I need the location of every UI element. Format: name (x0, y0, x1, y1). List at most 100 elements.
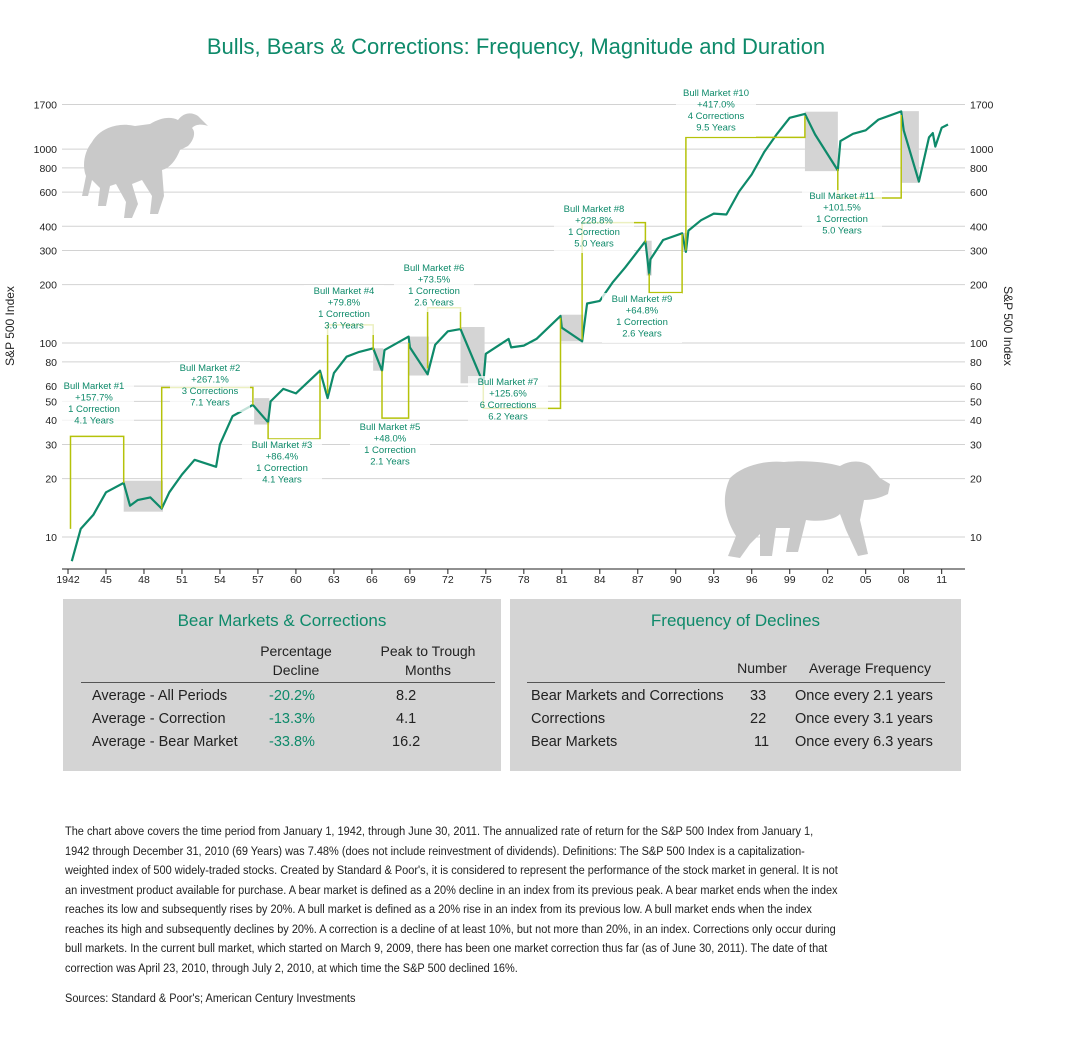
bear-market-shade (408, 336, 429, 376)
annotation-line: +125.6% (489, 389, 527, 400)
annotation-line: +228.8% (575, 216, 613, 227)
bear-silhouette-icon (724, 461, 890, 558)
row-number: 22 (750, 711, 767, 727)
x-tick-label: 69 (404, 574, 416, 586)
bear-panel-title: Bear Markets & Corrections (177, 611, 387, 630)
annotation-line: 7.1 Years (190, 398, 230, 409)
row-frequency: Once every 3.1 years (795, 711, 933, 727)
annotation-line: +64.8% (626, 306, 659, 317)
x-tick-label: 84 (594, 574, 606, 586)
y-tick-label-left: 1700 (34, 99, 58, 111)
footnote: The chart above covers the time period f… (65, 824, 838, 975)
x-tick-label: 81 (556, 574, 568, 586)
annotation-line: +86.4% (266, 452, 299, 463)
row-number: 11 (754, 734, 770, 750)
x-tick-label: 72 (442, 574, 454, 586)
bull-market-bracket (267, 373, 321, 440)
annotation-line: +417.0% (697, 100, 735, 111)
x-tick-label: 11 (936, 574, 947, 586)
row-label: Average - All Periods (92, 688, 228, 704)
annotation-line: 1 Correction (408, 286, 460, 297)
annotation-line: Bull Market #6 (404, 263, 465, 274)
y-axis-label-left: S&P 500 Index (3, 286, 17, 366)
x-tick-label: 90 (670, 574, 682, 586)
bear-market-shade (646, 240, 652, 276)
chart-title: Bulls, Bears & Corrections: Frequency, M… (206, 34, 826, 59)
x-tick-label: 05 (860, 574, 872, 586)
bear-panel-rule (81, 682, 495, 683)
annotation-line: 4 Corrections (688, 111, 745, 122)
y-axis-ticks: 10 10 20 20 30 30 40 40 50 50 60 60 80 80 100 100 200 200… (34, 99, 994, 544)
x-tick-label: 78 (518, 574, 530, 586)
sp500-line (70, 110, 949, 562)
annotation-line: 1 Correction (568, 227, 620, 238)
bear-market-shade (123, 480, 163, 512)
y-tick-label-right: 200 (970, 280, 988, 292)
y-tick-label-left: 10 (45, 532, 57, 544)
x-tick-label: 51 (176, 574, 188, 586)
sp500-series (70, 110, 949, 562)
annotation-line: +73.5% (418, 275, 451, 286)
y-tick-label-left: 30 (45, 439, 57, 451)
annotation-background (468, 376, 548, 426)
bull-silhouette-icon (82, 113, 208, 218)
row-number: 33 (750, 688, 767, 704)
freq-col-number: Number (737, 660, 787, 676)
x-tick-label: 57 (252, 574, 264, 586)
y-tick-label-left: 100 (39, 338, 57, 350)
y-tick-label-right: 20 (970, 474, 982, 486)
x-tick-label: 54 (214, 574, 226, 586)
row-pct: -20.2% (269, 688, 315, 704)
bull-market-bracket (685, 116, 806, 251)
annotation-line: 2.1 Years (370, 457, 410, 468)
animal-icons (82, 113, 890, 558)
annotation-background (304, 285, 384, 335)
x-tick-label: 45 (100, 574, 112, 586)
x-tick-label: 93 (708, 574, 720, 586)
y-tick-label-right: 100 (970, 338, 988, 350)
annotation-background (170, 362, 250, 412)
row-months: 4.1 (396, 711, 417, 727)
sources-note: Sources: Standard & Poor's; American Cen… (65, 991, 356, 1005)
y-tick-label-right: 10 (970, 532, 982, 544)
y-tick-label-right: 1000 (970, 144, 994, 156)
annotation-line: 1 Correction (68, 404, 120, 415)
frequency-panel: Frequency of Declines Number Average Fre… (510, 599, 961, 771)
row-months: 8.2 (396, 688, 417, 704)
annotation-line: +79.8% (328, 298, 361, 309)
annotation-line: 4.1 Years (262, 475, 302, 486)
annotation-line: 3 Corrections (182, 386, 239, 397)
bear-markets-panel: Bear Markets & Corrections Percentage De… (63, 599, 501, 771)
annotation-line: Bull Market #3 (252, 440, 313, 451)
bear-col-percentage: Percentage Decline (260, 643, 332, 678)
annotation-line: +101.5% (823, 203, 861, 214)
row-label: Bear Markets (531, 734, 618, 750)
y-tick-label-left: 400 (39, 221, 57, 233)
x-axis-ticks: 1942 45 48 51 54 57 60 63 66 69 72 75 78 81 84 87 90 93 96… (56, 569, 947, 586)
bear-col-months: Peak to Trough Months (380, 643, 476, 678)
x-tick-label: 87 (632, 574, 644, 586)
annotation-line: 1 Correction (256, 463, 308, 474)
annotation-line: Bull Market #10 (683, 88, 749, 99)
annotation-background (350, 421, 430, 471)
y-tick-label-right: 40 (970, 415, 982, 427)
annotation-line: 6 Corrections (480, 400, 537, 411)
annotation-background (802, 190, 882, 240)
row-months: 16.2 (392, 734, 421, 750)
annotation-line: 5.0 Years (574, 239, 614, 250)
bull-market-bracket (326, 324, 374, 394)
y-axis-label-right: S&P 500 Index (1001, 286, 1015, 366)
y-tick-label-left: 200 (39, 280, 57, 292)
annotation-line: 5.0 Years (822, 226, 862, 237)
x-tick-label: 63 (328, 574, 340, 586)
annotation-background (394, 262, 474, 312)
bull-market-bracket (648, 234, 683, 294)
row-label: Average - Correction (92, 711, 226, 727)
row-frequency: Once every 6.3 years (795, 734, 933, 750)
